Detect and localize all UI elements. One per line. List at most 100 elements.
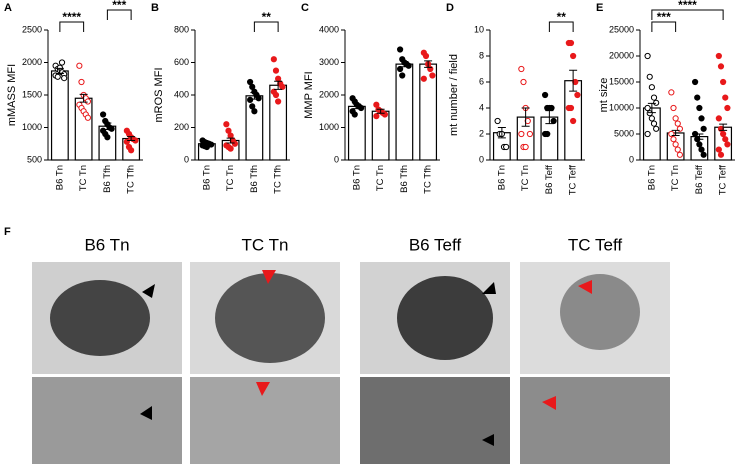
cell (215, 273, 325, 363)
error-bar (103, 122, 112, 130)
significance-bracket (651, 9, 724, 20)
error-bar (647, 102, 656, 114)
data-point (84, 98, 92, 105)
data-point (76, 62, 83, 69)
error-bar (695, 133, 704, 140)
data-point (522, 143, 529, 151)
y-tick-label: 5000 (614, 128, 634, 138)
data-point (698, 146, 705, 153)
data-point (420, 75, 427, 82)
error-bar (79, 93, 88, 103)
x-tick-label: TC Tn (670, 165, 681, 191)
error-bar (250, 92, 259, 100)
y-tick-label: 2 (479, 128, 484, 138)
panel-label: D (446, 2, 454, 14)
y-tick-label: 10 (474, 24, 484, 34)
x-tick-label: B6 Teff (544, 165, 555, 195)
error-bar (424, 60, 433, 68)
data-point (717, 151, 725, 158)
significance-label: *** (657, 10, 671, 24)
data-point (503, 143, 510, 151)
x-tick-label: TC Tn (375, 165, 386, 191)
y-tick-label: 0 (334, 154, 339, 164)
data-point (373, 101, 380, 108)
column-title: B6 Teff (409, 235, 462, 254)
data-point (123, 138, 130, 145)
arrow (142, 284, 155, 298)
data-point (548, 104, 555, 112)
y-tick-label: 2000 (22, 57, 42, 67)
data-point (715, 52, 722, 60)
data-point (405, 62, 412, 69)
data-point (650, 94, 658, 101)
significance-label: **** (62, 10, 81, 24)
panel-label: B (151, 2, 159, 14)
y-tick-label: 1000 (22, 122, 42, 132)
data-point (720, 130, 727, 138)
y-tick-label: 6 (479, 76, 484, 86)
data-point (84, 114, 92, 121)
data-point (567, 104, 575, 112)
data-point (700, 151, 707, 158)
y-axis-label: mROS MFI (153, 68, 165, 123)
error-bar (274, 80, 283, 90)
data-point (567, 39, 575, 47)
data-point (700, 125, 707, 132)
data-point (724, 104, 731, 112)
data-point (644, 104, 651, 112)
data-point (570, 52, 577, 60)
panel-label: F (4, 226, 11, 238)
data-point (397, 65, 404, 73)
data-point (223, 121, 230, 128)
data-point (249, 103, 256, 110)
arrow (542, 396, 556, 410)
panel-label: C (301, 2, 309, 14)
data-point (231, 140, 238, 147)
data-point (717, 63, 725, 70)
data-point (249, 83, 256, 90)
data-point (542, 91, 549, 99)
data-point (518, 130, 525, 138)
error-bar (719, 123, 728, 131)
error-bar (55, 67, 64, 75)
data-point (397, 46, 404, 53)
x-tick-label: B6 Tn (351, 165, 362, 190)
error-bar (671, 129, 680, 137)
x-tick-label: TC Tfh (126, 165, 137, 194)
significance-bracket (59, 21, 85, 32)
data-point (429, 72, 436, 79)
significance-bracket (106, 9, 132, 20)
arrow (140, 406, 152, 420)
y-tick-label: 2000 (319, 89, 339, 99)
micrograph (520, 377, 670, 464)
y-tick-label: 4 (479, 102, 484, 112)
data-point (520, 78, 527, 86)
x-tick-label: TC Teff (718, 165, 729, 196)
data-point (251, 108, 258, 115)
data-point (668, 89, 675, 96)
column-title: TC Teff (568, 235, 622, 254)
data-point (526, 130, 534, 138)
y-tick-label: 0 (479, 154, 484, 164)
y-axis-label: mt number / field (448, 54, 460, 136)
data-point (715, 146, 722, 153)
error-bar (202, 141, 211, 146)
x-tick-label: B6 Tfh (399, 165, 410, 193)
x-tick-label: TC Tfh (273, 165, 284, 194)
data-point (272, 67, 280, 74)
data-point (279, 83, 286, 90)
y-tick-label: 20000 (609, 50, 634, 60)
micrograph (360, 377, 510, 464)
data-point (698, 115, 705, 122)
data-point (672, 141, 679, 148)
data-point (644, 52, 651, 60)
significance-label: ** (262, 10, 272, 24)
error-bar (497, 127, 506, 139)
x-tick-label: TC Tn (225, 165, 236, 191)
y-tick-label: 400 (174, 89, 189, 99)
data-point (570, 117, 577, 125)
y-axis-label: mMASS MFI (6, 64, 18, 126)
data-point (722, 136, 729, 143)
data-point (676, 151, 684, 158)
y-tick-label: 10000 (609, 102, 634, 112)
